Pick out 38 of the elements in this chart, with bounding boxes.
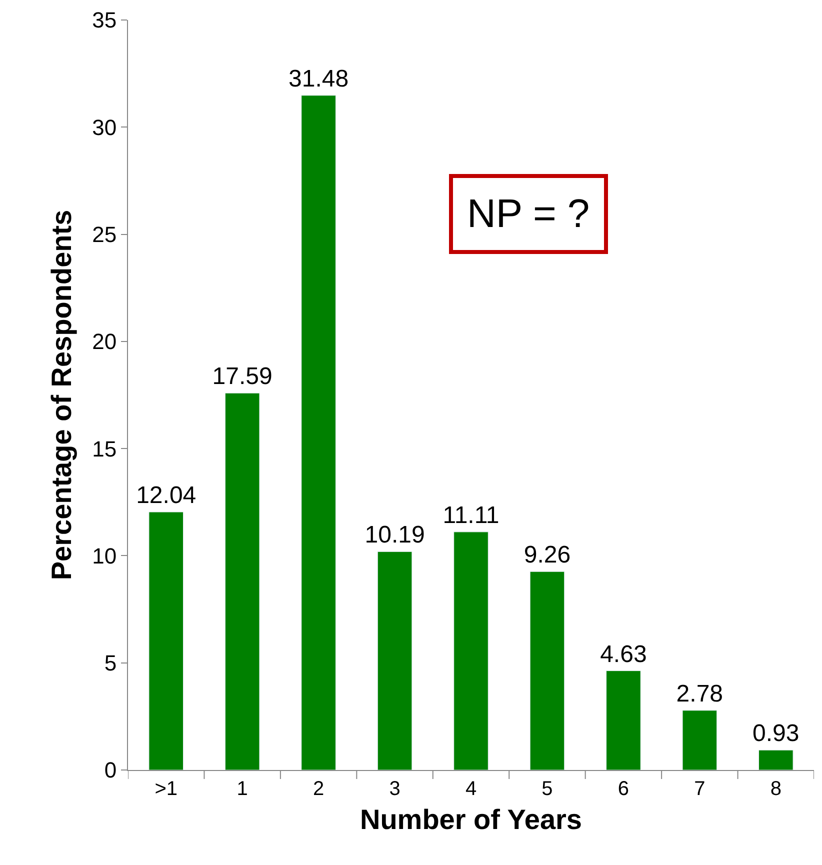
x-tick-label: >1 (154, 778, 178, 800)
data-label: 12.04 (136, 482, 196, 509)
y-tick-label: 25 (92, 222, 117, 247)
data-label: 0.93 (752, 720, 800, 748)
bar (606, 670, 641, 770)
bar (530, 571, 565, 770)
bar (301, 95, 336, 770)
x-tick-label: 5 (542, 778, 553, 800)
bar (758, 750, 794, 770)
bar (224, 392, 260, 770)
data-label: 2.78 (676, 680, 724, 708)
x-tick-label: 4 (465, 778, 477, 800)
y-tick-label: 35 (92, 8, 117, 33)
x-tick-label: 2 (312, 778, 324, 800)
x-tick-label: 3 (389, 778, 400, 800)
x-axis-title: Number of Years (360, 804, 582, 836)
x-tick-label: 1 (236, 778, 248, 800)
y-tick-label: 0 (104, 758, 117, 783)
data-label: 31.48 (288, 65, 349, 92)
x-tick-label: 6 (618, 778, 630, 800)
x-tick-label: 7 (694, 778, 706, 800)
bar (148, 512, 184, 770)
x-tick-label: 8 (770, 778, 782, 800)
data-label: 10.19 (364, 522, 425, 549)
annotation: NP = ? (467, 192, 590, 236)
y-tick-label: 10 (92, 543, 117, 568)
bar (454, 532, 488, 770)
bar (377, 551, 412, 770)
y-tick-label: 30 (92, 114, 117, 140)
data-label: 17.59 (212, 363, 272, 390)
data-label: 11.11 (442, 502, 500, 529)
y-tick-label: 20 (92, 329, 117, 354)
y-axis-title: Percentage of Respondents (46, 210, 77, 580)
bar (682, 710, 718, 770)
y-tick-label: 5 (104, 650, 117, 676)
y-tick-label: 15 (92, 436, 117, 462)
data-label: 4.63 (600, 640, 647, 668)
data-label: 9.26 (524, 542, 571, 569)
